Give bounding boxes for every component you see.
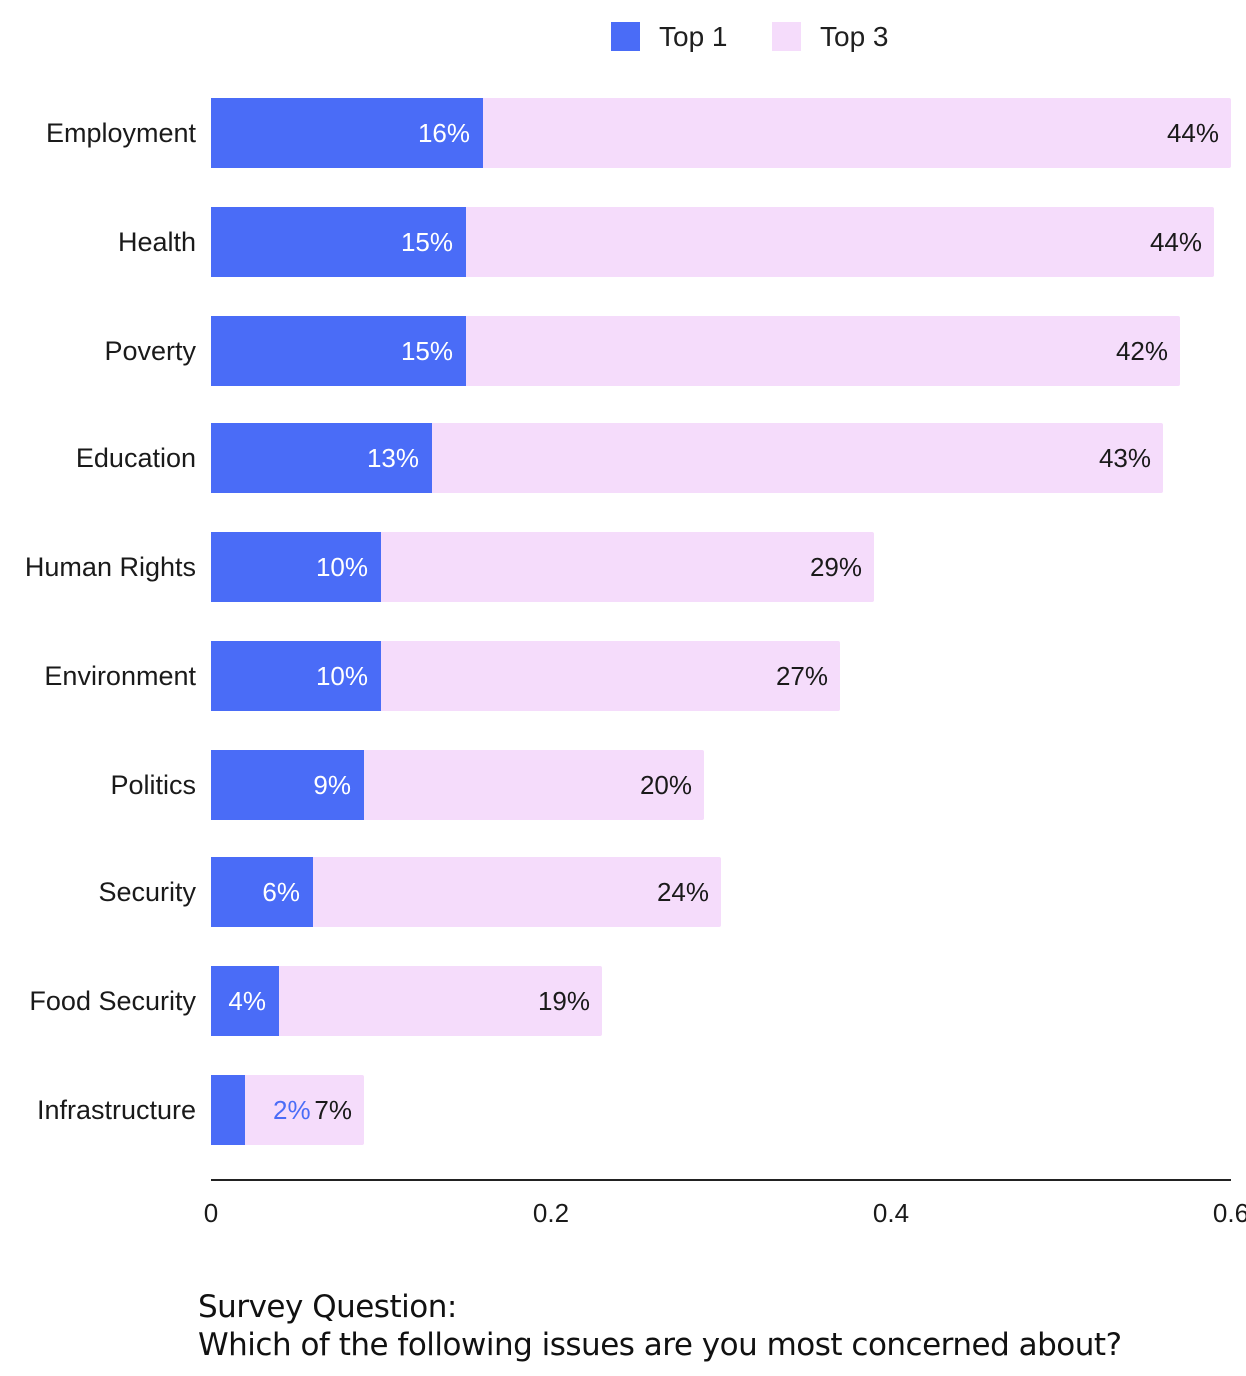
- value-label-top3-politics: 20%: [640, 770, 692, 800]
- legend: Top 1 Top 3: [611, 21, 889, 52]
- category-label-human-rights: Human Rights: [25, 552, 196, 582]
- category-label-environment: Environment: [44, 661, 196, 691]
- value-label-top1-education: 13%: [367, 443, 419, 473]
- value-label-top3-education: 43%: [1099, 443, 1151, 473]
- legend-swatch-top1: [611, 22, 640, 51]
- bar-top1-health: [211, 207, 466, 277]
- category-label-politics: Politics: [110, 770, 196, 800]
- bar-top1-human-rights: [211, 532, 381, 602]
- legend-swatch-top3: [772, 22, 801, 51]
- value-label-top3-environment: 27%: [776, 661, 828, 691]
- value-label-top3-security: 24%: [657, 877, 709, 907]
- bar-top1-poverty: [211, 316, 466, 386]
- category-label-employment: Employment: [46, 118, 197, 148]
- value-label-top1-food-security: 4%: [228, 986, 266, 1016]
- caption-question: Which of the following issues are you mo…: [198, 1327, 1122, 1363]
- bar-top1-security: [211, 857, 313, 927]
- value-label-top1-health: 15%: [401, 227, 453, 257]
- category-label-education: Education: [76, 443, 196, 473]
- value-label-top3-health: 44%: [1150, 227, 1202, 257]
- bar-top1-environment: [211, 641, 381, 711]
- legend-label-top1: Top 1: [659, 21, 728, 52]
- x-tick-label-0: 0: [204, 1198, 218, 1228]
- value-label-top1-environment: 10%: [316, 661, 368, 691]
- x-axis: 0 0.2 0.4 0.6: [204, 1179, 1246, 1228]
- bar-chart: Top 1 Top 3 Employment 16% 44% Health 15% 44% P…: [25, 21, 1246, 1228]
- bar-top3-security: [211, 857, 721, 927]
- bar-top3-infrastructure: [211, 1075, 364, 1145]
- category-label-security: Security: [98, 877, 196, 907]
- category-label-food-security: Food Security: [29, 986, 196, 1016]
- value-label-top3-poverty: 42%: [1116, 336, 1168, 366]
- bar-top1-employment: [211, 98, 483, 168]
- survey-caption: Survey Question: Which of the following …: [198, 1288, 1122, 1364]
- bar-top1-food-security: [211, 966, 279, 1036]
- value-label-top3-employment: 44%: [1167, 118, 1219, 148]
- bar-top1-politics: [211, 750, 364, 820]
- value-label-top1-human-rights: 10%: [316, 552, 368, 582]
- value-label-top1-politics: 9%: [313, 770, 351, 800]
- category-label-infrastructure: Infrastructure: [37, 1095, 196, 1125]
- bar-top1-education: [211, 423, 432, 493]
- caption-title: Survey Question:: [198, 1289, 457, 1325]
- value-label-top1-poverty: 15%: [401, 336, 453, 366]
- bar-top1-infrastructure: [211, 1075, 245, 1145]
- bar-top3-education: [211, 423, 1163, 493]
- category-label-health: Health: [118, 227, 196, 257]
- value-label-top3-food-security: 19%: [538, 986, 590, 1016]
- x-tick-label-0-4: 0.4: [873, 1198, 909, 1228]
- value-label-top3-infrastructure: 7%: [314, 1095, 352, 1125]
- value-label-top3-human-rights: 29%: [810, 552, 862, 582]
- bar-top3-food-security: [211, 966, 602, 1036]
- value-label-top1-security: 6%: [262, 877, 300, 907]
- x-tick-label-0-6: 0.6: [1213, 1198, 1246, 1228]
- category-label-poverty: Poverty: [104, 336, 196, 366]
- x-tick-label-0-2: 0.2: [533, 1198, 569, 1228]
- legend-label-top3: Top 3: [820, 21, 889, 52]
- value-label-top1-infrastructure: 2%: [273, 1095, 311, 1125]
- bars: Employment 16% 44% Health 15% 44% Poverty 15% 42…: [25, 98, 1231, 1145]
- value-label-top1-employment: 16%: [418, 118, 470, 148]
